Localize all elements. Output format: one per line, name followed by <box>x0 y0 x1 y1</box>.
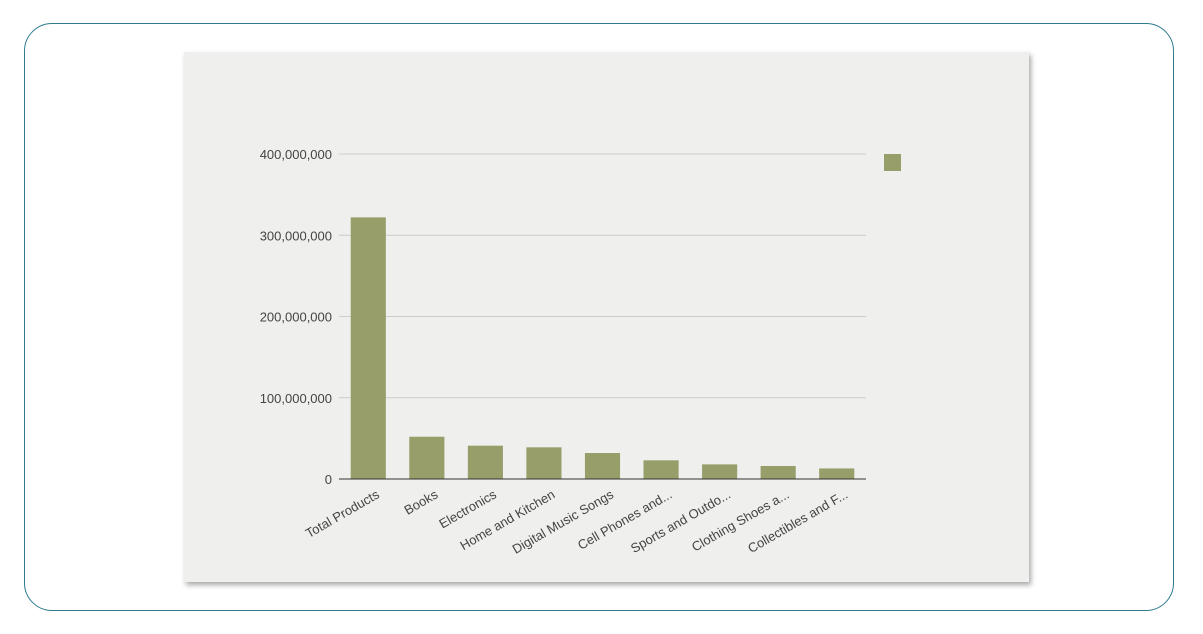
legend <box>884 154 901 171</box>
x-tick-label: Digital Music Songs <box>510 486 617 556</box>
x-tick-label: Total Products <box>303 486 382 540</box>
legend-swatch[interactable] <box>884 154 901 171</box>
y-tick-label: 0 <box>325 472 332 487</box>
bar[interactable] <box>467 445 503 479</box>
x-tick-label: Clothing Shoes a... <box>689 487 792 555</box>
x-tick-label: Sports and Outdo... <box>628 487 733 556</box>
y-axis-ticks: 0 100,000,000 200,000,000 300,000,000 400,00… <box>260 147 332 487</box>
y-tick-label: 100,000,000 <box>260 391 332 406</box>
y-tick-label: 400,000,000 <box>260 147 332 162</box>
bar[interactable] <box>702 464 738 479</box>
x-tick-label: Books <box>402 486 441 517</box>
bar[interactable] <box>760 466 796 479</box>
bar[interactable] <box>819 468 855 479</box>
bar[interactable] <box>643 460 679 479</box>
bar[interactable] <box>526 447 562 479</box>
bars <box>350 217 855 479</box>
y-tick-label: 200,000,000 <box>260 310 332 325</box>
gridlines <box>339 153 866 399</box>
y-tick-label: 300,000,000 <box>260 228 332 243</box>
x-tick-label: Collectibles and F... <box>745 487 850 556</box>
bar[interactable] <box>584 453 621 479</box>
bar[interactable] <box>409 436 445 479</box>
bar[interactable] <box>350 217 386 479</box>
